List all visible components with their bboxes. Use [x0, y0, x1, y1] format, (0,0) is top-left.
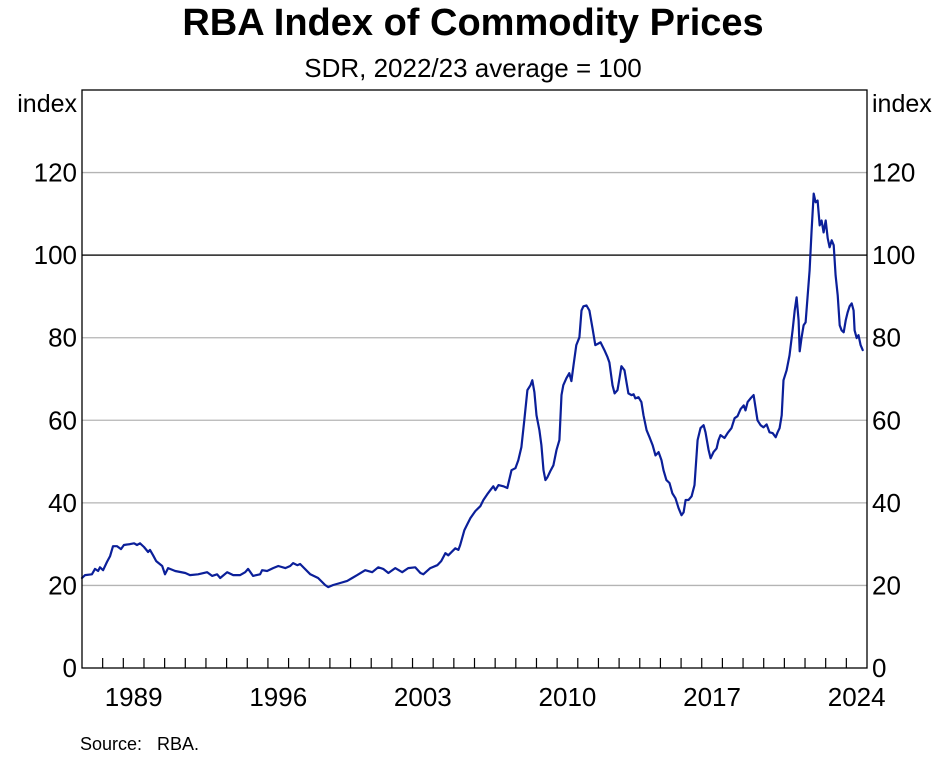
- x-tick-label: 1989: [105, 682, 163, 712]
- series-group: [80, 192, 864, 589]
- y-tick-label-left: 60: [48, 405, 77, 435]
- x-tick-label: 2010: [539, 682, 597, 712]
- chart-subtitle: SDR, 2022/23 average = 100: [304, 53, 642, 83]
- y-tick-label-left: 120: [34, 158, 77, 188]
- series-line-0: [80, 192, 864, 589]
- y-tick-label-left: 100: [34, 240, 77, 270]
- x-tick-labels: 1989 1996 2003 2010 2017 2024: [105, 682, 886, 712]
- plot-frame: [81, 89, 868, 669]
- y-axis-unit-left: index: [17, 90, 77, 118]
- y-tick-label-right: 80: [872, 323, 901, 353]
- y-tick-label-right: 0: [872, 653, 886, 683]
- y-tick-label-right: 100: [872, 240, 915, 270]
- chart-title: RBA Index of Commodity Prices: [182, 2, 763, 44]
- y-tick-labels-right: 0 20 40 60 80 100 120: [872, 158, 915, 683]
- y-tick-label-left: 80: [48, 323, 77, 353]
- y-tick-label-left: 40: [48, 488, 77, 518]
- source-note: Source: RBA.: [80, 734, 199, 754]
- y-tick-label-left: 0: [63, 653, 77, 683]
- y-tick-label-left: 20: [48, 570, 77, 600]
- y-tick-label-right: 120: [872, 158, 915, 188]
- y-axis-unit-right: index: [872, 90, 932, 118]
- y-tick-label-right: 40: [872, 488, 901, 518]
- x-ticks: [102, 658, 847, 668]
- x-tick-label: 2024: [828, 682, 886, 712]
- x-tick-label: 2017: [683, 682, 741, 712]
- y-tick-label-right: 20: [872, 570, 901, 600]
- y-tick-label-right: 60: [872, 405, 901, 435]
- x-tick-label: 2003: [394, 682, 452, 712]
- x-tick-label: 1996: [249, 682, 307, 712]
- y-tick-labels-left: 0 20 40 60 80 100 120: [34, 158, 77, 683]
- gridlines: [82, 171, 867, 587]
